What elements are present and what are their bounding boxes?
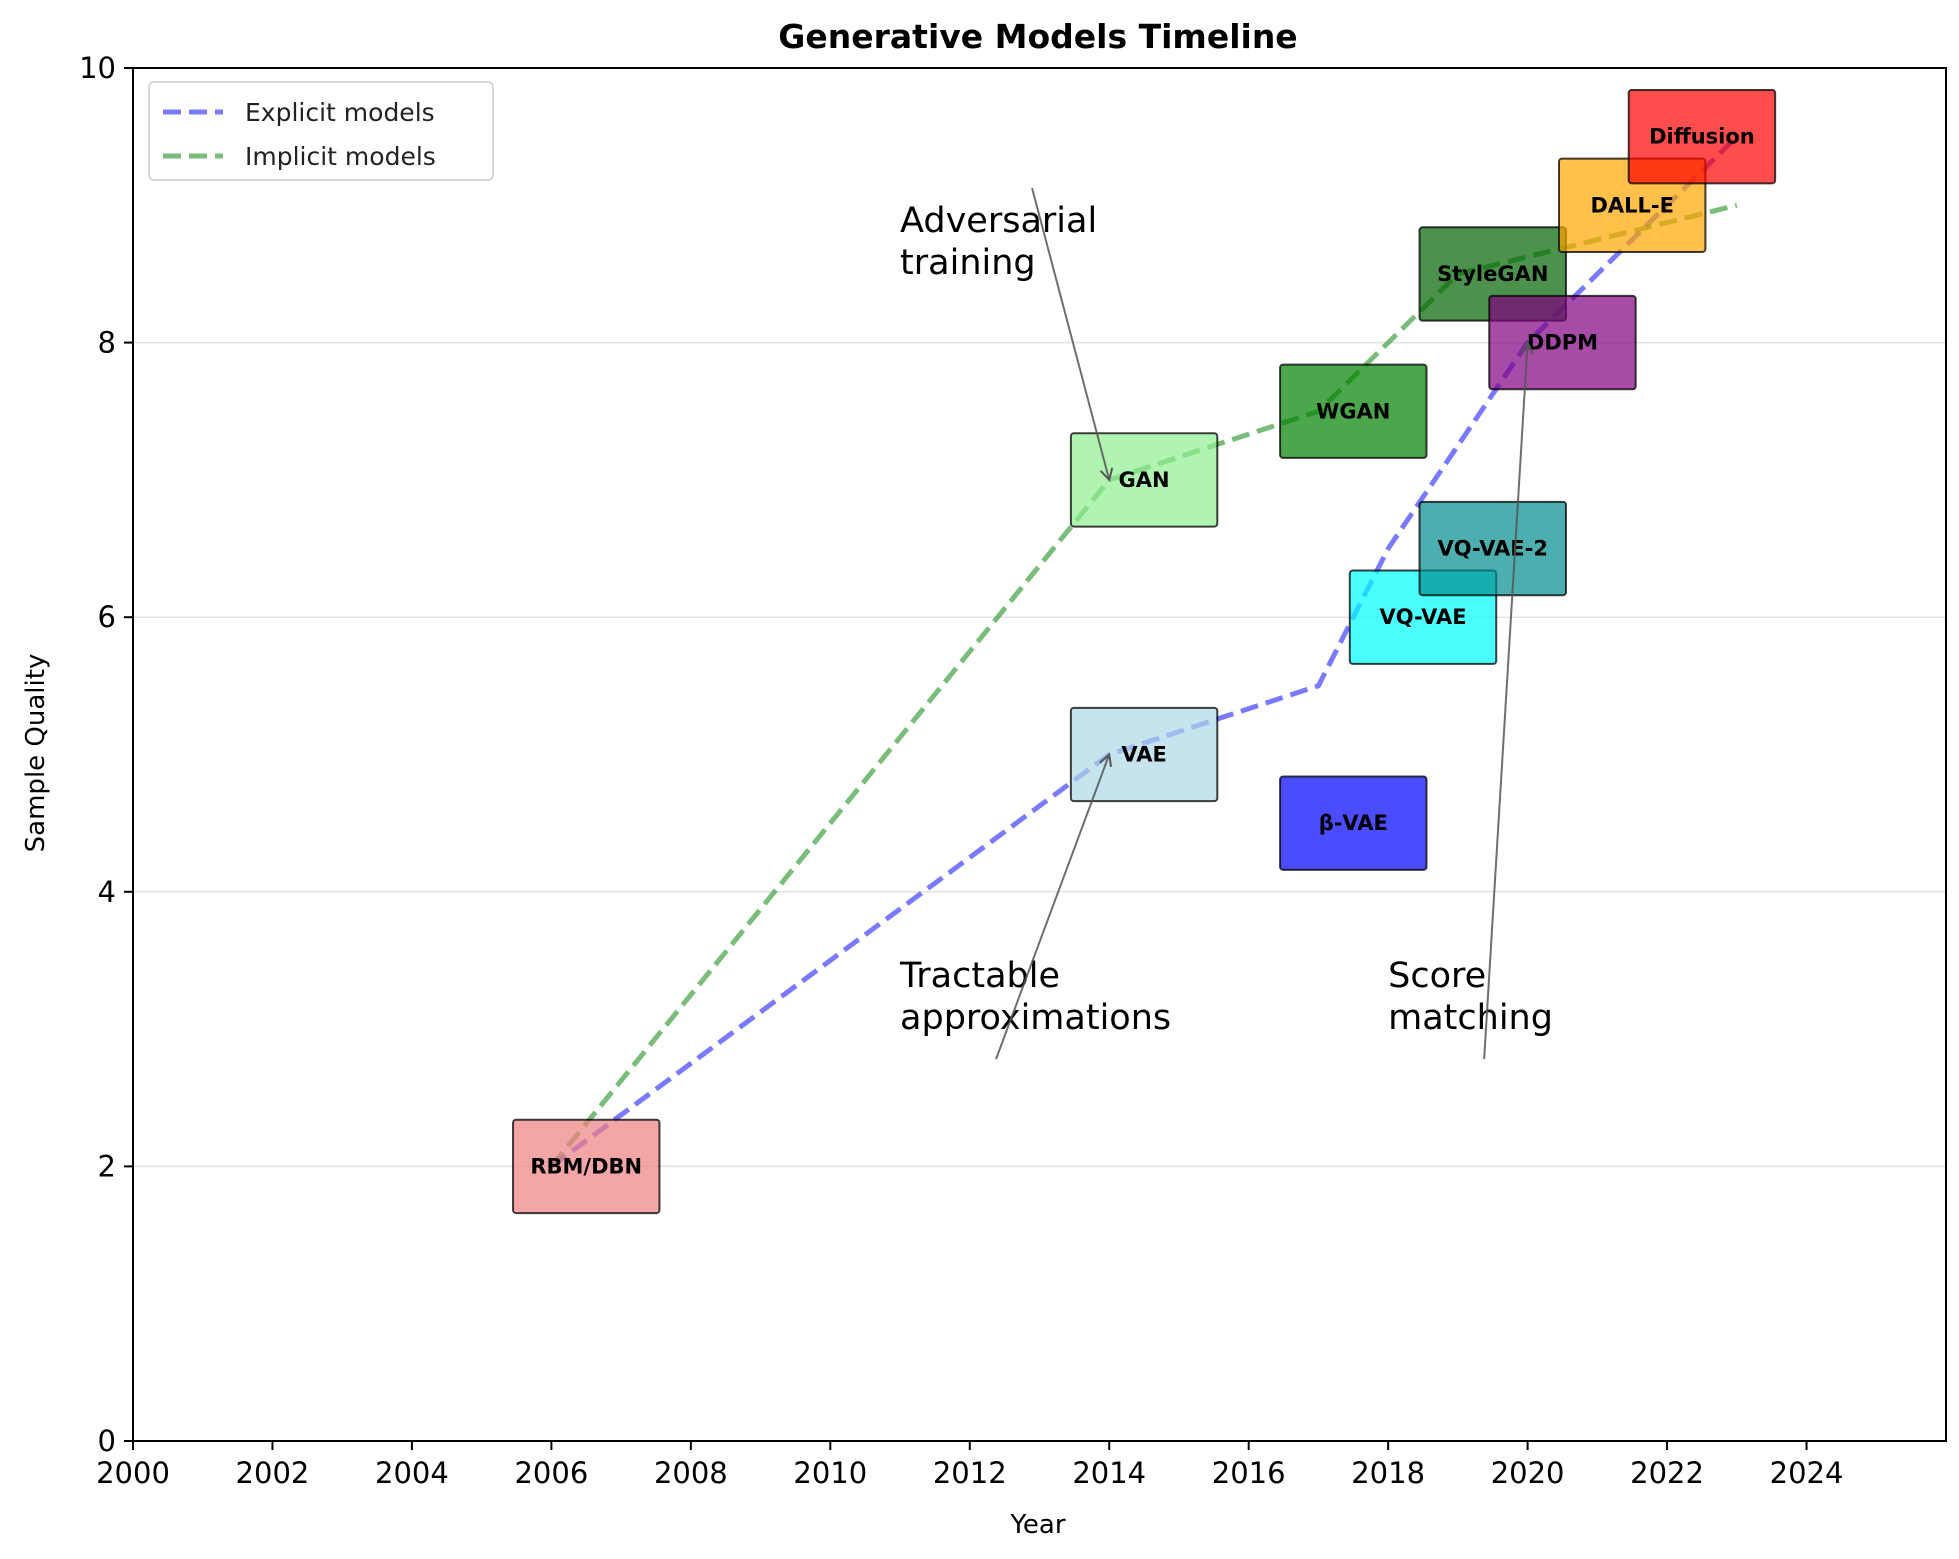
annotation-arrow	[1031, 187, 1109, 480]
y-tick-label: 8	[98, 326, 116, 360]
y-tick-label: 2	[98, 1149, 116, 1183]
model-box-rect	[1418, 500, 1567, 597]
model-box-vae: β-VAE	[1279, 775, 1428, 871]
model-label-wgan: WGAN	[1316, 399, 1390, 423]
model-label-ddpm: DDPM	[1527, 331, 1598, 355]
x-tick-label: 2020	[1491, 1456, 1565, 1490]
annotation-arrow	[1483, 343, 1527, 1060]
grid-layer	[133, 341, 1946, 1168]
annotation-layer: Adversarial training Tractable approximatio…	[899, 187, 1553, 1060]
annotation-line: matching	[1388, 998, 1553, 1038]
model-box-wgan: WGAN	[1279, 363, 1428, 459]
x-tick-label: 2002	[236, 1456, 310, 1490]
x-axis-label: Year	[1009, 1510, 1065, 1540]
x-tick-label: 2008	[654, 1456, 728, 1490]
annotation-arrow	[995, 755, 1109, 1060]
y-tick-label: 6	[98, 600, 116, 634]
model-label-vae: β-VAE	[1319, 811, 1388, 835]
annotation-adversarial-training: Adversarial training	[900, 187, 1109, 480]
annotation-line: Adversarial	[900, 201, 1097, 241]
model-box-vq-vae-2: VQ-VAE-2	[1418, 500, 1567, 597]
plot-frame	[132, 67, 1947, 1442]
x-tick-label: 2024	[1770, 1456, 1844, 1490]
model-label-vq-vae-2: VQ-VAE-2	[1438, 537, 1548, 561]
x-tick-label: 2018	[1351, 1456, 1425, 1490]
model-box-ddpm: DDPM	[1488, 294, 1637, 391]
legend-label: Implicit models	[245, 142, 436, 171]
model-box-rect	[1279, 363, 1428, 459]
model-box-rect	[1069, 706, 1219, 803]
legend: Explicit models Implicit models	[148, 81, 494, 181]
model-label-stylegan: StyleGAN	[1437, 262, 1548, 286]
x-tick-label: 2016	[1212, 1456, 1286, 1490]
x-tick-label: 2006	[514, 1456, 588, 1490]
model-box-rect	[512, 1118, 661, 1215]
chart-title: Generative Models Timeline	[778, 17, 1297, 56]
annotation-line: approximations	[900, 998, 1171, 1038]
model-label-gan: GAN	[1119, 468, 1170, 492]
annotation-text: Adversarial training	[900, 201, 1097, 283]
model-box-diffusion: Diffusion	[1627, 88, 1777, 185]
model-box-gan: GAN	[1069, 432, 1219, 528]
annotation-text: Score matching	[1388, 956, 1553, 1038]
axes-layer: 2000 2002 2004 2006 2008 2010 2012 2014 2016 2018…	[79, 51, 1947, 1490]
model-label-vq-vae: VQ-VAE	[1379, 605, 1466, 629]
y-tick-label: 10	[79, 51, 116, 85]
legend-item-explicit-models: Explicit models	[163, 98, 435, 127]
x-tick-label: 2022	[1630, 1456, 1704, 1490]
y-axis-label: Sample Quality	[21, 654, 51, 853]
annotation-tractable-approximations: Tractable approximations	[899, 755, 1171, 1060]
annotation-line: Score	[1388, 956, 1486, 996]
x-tick-label: 2004	[375, 1456, 449, 1490]
x-tick-label: 2000	[96, 1456, 170, 1490]
legend-label: Explicit models	[245, 98, 435, 127]
x-tick-label: 2010	[793, 1456, 867, 1490]
y-tick-label: 0	[98, 1424, 116, 1458]
x-tick-label: 2014	[1072, 1456, 1146, 1490]
box-layer: RBM/DBN VAE GAN β-VAE WGAN VQ-VAE VQ-VAE-2 Styl…	[512, 88, 1777, 1215]
model-box-rect	[1069, 432, 1219, 528]
model-box-vae: VAE	[1069, 706, 1219, 803]
model-label-diffusion: Diffusion	[1649, 125, 1755, 149]
legend-item-implicit-models: Implicit models	[163, 142, 436, 171]
legend-frame	[148, 81, 494, 181]
y-tick-label: 4	[98, 875, 116, 909]
model-label-rbm-dbn: RBM/DBN	[530, 1154, 642, 1178]
model-label-dall-e: DALL-E	[1590, 193, 1674, 217]
annotation-line: training	[900, 243, 1036, 283]
model-box-rbm-dbn: RBM/DBN	[512, 1118, 661, 1215]
model-box-rect	[1627, 88, 1777, 185]
x-tick-label: 2012	[933, 1456, 1007, 1490]
annotation-text: Tractable approximations	[899, 956, 1171, 1038]
model-label-vae: VAE	[1121, 743, 1166, 767]
model-box-rect	[1279, 775, 1428, 871]
annotation-line: Tractable	[899, 956, 1060, 996]
annotation-score-matching: Score matching	[1388, 343, 1553, 1060]
